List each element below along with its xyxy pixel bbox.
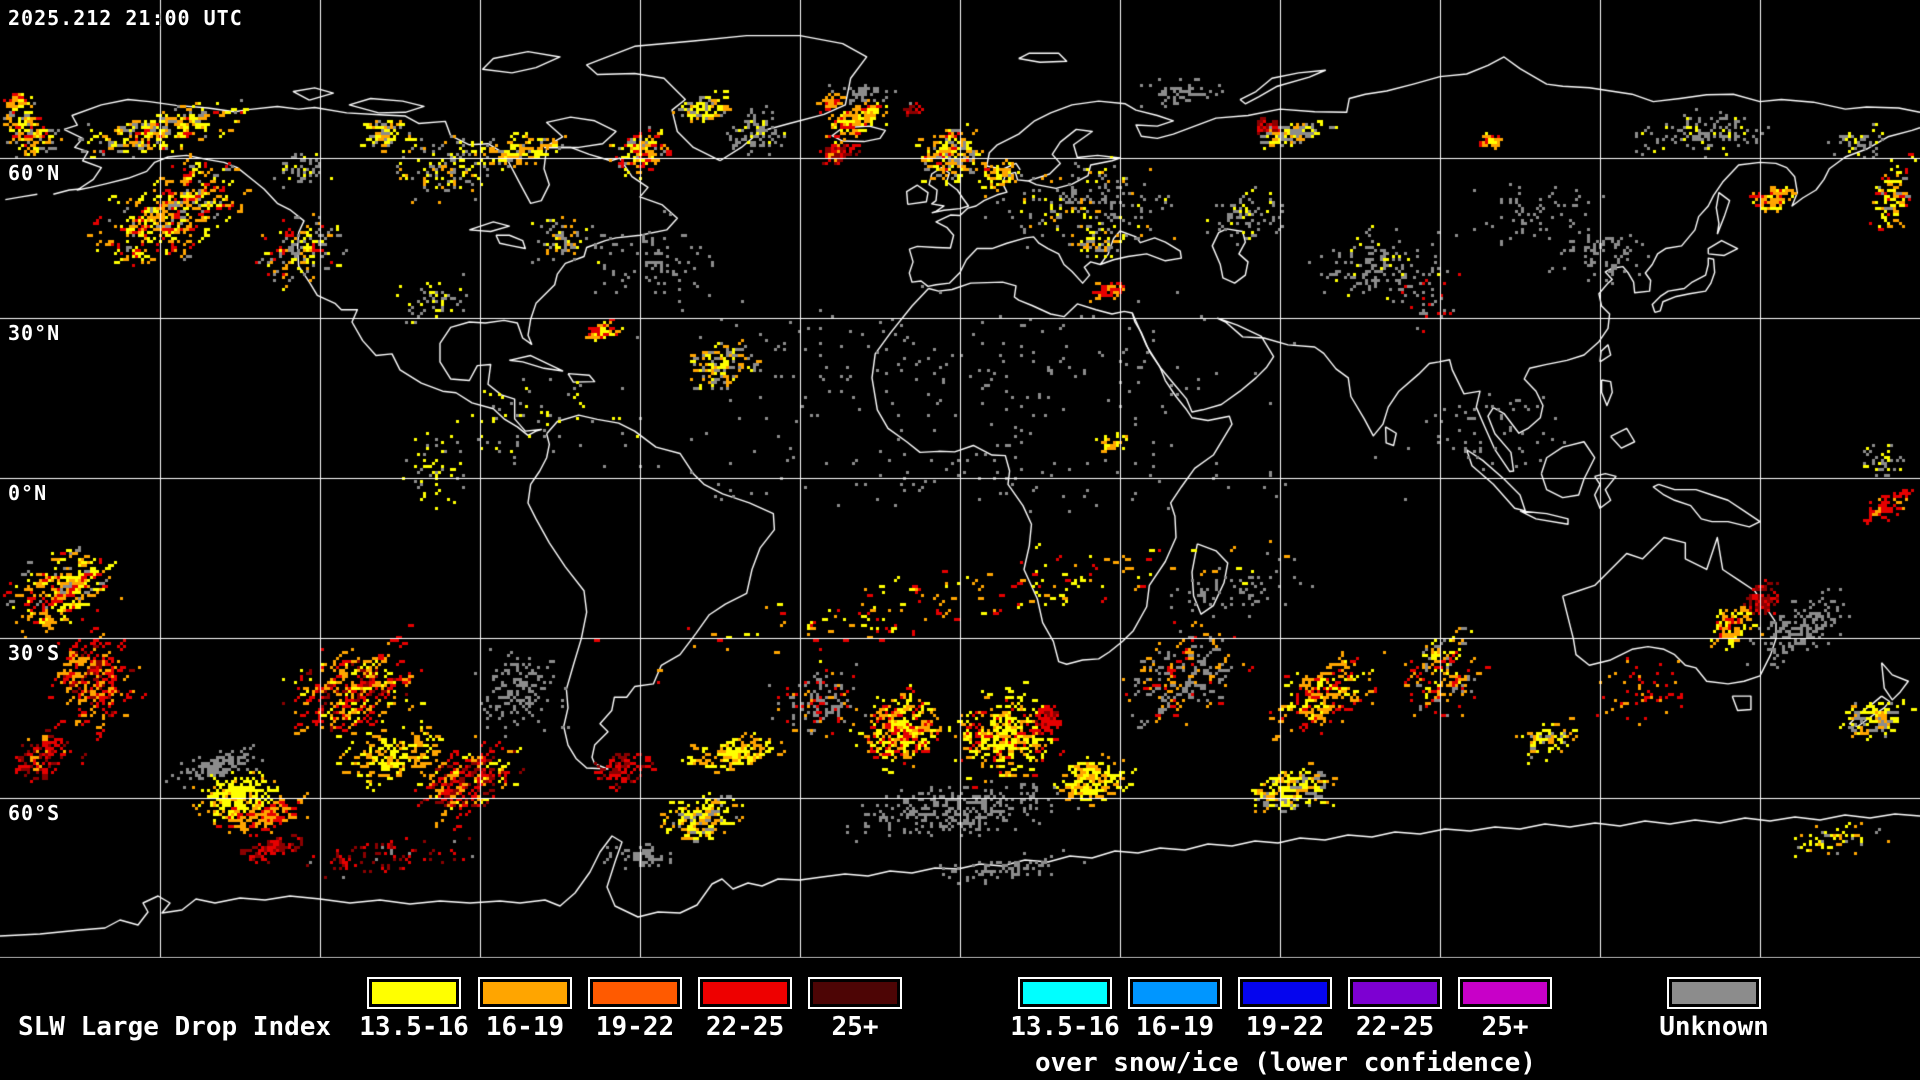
legend-warm-label-19-22: 19-22 (595, 1012, 675, 1042)
legend-snowice-label-25+: 25+ (1481, 1012, 1529, 1042)
legend-bar: SLW Large Drop Index 13.5-16 16-19 19-22 22… (0, 958, 1920, 1080)
legend-snowice-swatch-16-19 (1128, 977, 1222, 1009)
legend-title: SLW Large Drop Index (18, 1012, 332, 1042)
legend-warm-swatch-22-25 (698, 977, 792, 1009)
legend-snowice-swatch-22-25 (1348, 977, 1442, 1009)
legend-warm-swatch-13.5-16 (367, 977, 461, 1009)
legend-warm-label-13.5-16: 13.5-16 (359, 1012, 469, 1042)
legend-warm-label-22-25: 22-25 (705, 1012, 785, 1042)
lat-label: 0°N (8, 481, 48, 505)
legend-swatch-unknown (1667, 977, 1761, 1009)
legend-snowice-swatch-25+ (1458, 977, 1552, 1009)
legend-label-unknown: Unknown (1659, 1012, 1769, 1042)
legend-snowice-caption: over snow/ice (lower confidence) (1035, 1048, 1536, 1078)
world-map-canvas (0, 0, 1920, 958)
legend-warm-label-16-19: 16-19 (485, 1012, 565, 1042)
legend-snowice-label-16-19: 16-19 (1135, 1012, 1215, 1042)
legend-snowice-label-22-25: 22-25 (1355, 1012, 1435, 1042)
legend-snowice-label-19-22: 19-22 (1245, 1012, 1325, 1042)
legend-warm-label-25+: 25+ (831, 1012, 879, 1042)
lat-label: 30°S (8, 641, 61, 665)
lat-label: 30°N (8, 321, 61, 345)
lat-label: 60°S (8, 801, 61, 825)
legend-warm-swatch-19-22 (588, 977, 682, 1009)
legend-warm-swatch-16-19 (478, 977, 572, 1009)
legend-snowice-label-13.5-16: 13.5-16 (1010, 1012, 1120, 1042)
legend-warm-swatch-25+ (808, 977, 902, 1009)
legend-snowice-swatch-19-22 (1238, 977, 1332, 1009)
timestamp-label: 2025.212 21:00 UTC (8, 6, 243, 30)
lat-label: 60°N (8, 161, 61, 185)
legend-snowice-swatch-13.5-16 (1018, 977, 1112, 1009)
